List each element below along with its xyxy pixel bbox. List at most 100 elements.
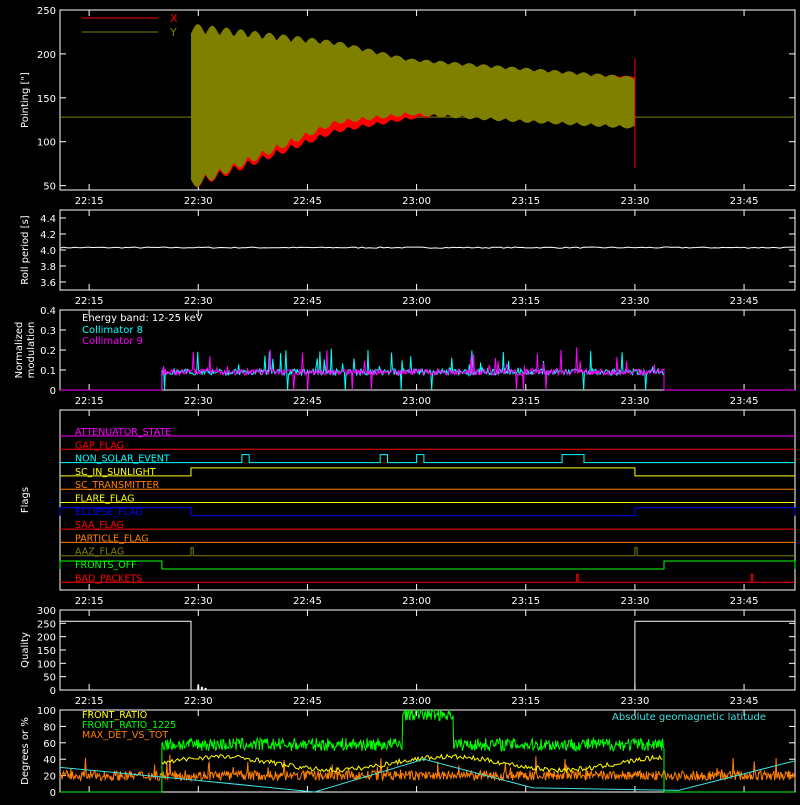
y-tick-label: 0 xyxy=(50,386,56,397)
x-tick-label: 23:15 xyxy=(511,296,540,307)
x-tick-label: 23:00 xyxy=(402,596,431,607)
flag-label-fronts-off: FRONTS_OFF xyxy=(75,560,137,571)
x-tick-label: 22:45 xyxy=(293,696,322,707)
x-tick-label: 22:15 xyxy=(75,196,104,207)
y-tick-label: 0.3 xyxy=(40,326,56,337)
x-tick-label: 23:45 xyxy=(730,696,759,707)
y-tick-label: 0.4 xyxy=(40,306,56,317)
x-tick-label: 23:00 xyxy=(402,696,431,707)
flag-label-gap-flag: GAP_FLAG xyxy=(75,440,124,451)
flag-label-particle-flag: PARTICLE_FLAG xyxy=(75,533,148,544)
plot-layer: 22:15 22:30 22:45 23:00 23:15 23:30 23:45 50 100… xyxy=(14,6,796,799)
x-tick-label: 22:15 xyxy=(75,696,104,707)
x-tick-label: 22:45 xyxy=(293,196,322,207)
y-tick-label: 50 xyxy=(43,182,56,193)
legend-label-max-det-vs-tot: MAX_DET_VS_TOT xyxy=(82,730,168,741)
y-tick-label: 50 xyxy=(43,673,56,684)
legend-label-geomag: Absolute geomagnetic latitude xyxy=(612,712,766,723)
roll-period-line xyxy=(59,246,795,249)
x-tick-label: 23:45 xyxy=(730,296,759,307)
legend-label-x: X xyxy=(170,12,178,25)
x-tick-label: 22:30 xyxy=(184,396,213,407)
y-pointing-band xyxy=(191,24,635,187)
flag-label-non-solar-event: NON_SOLAR_EVENT xyxy=(75,454,170,465)
x-tick-label: 22:30 xyxy=(184,296,213,307)
x-tick-label: 23:00 xyxy=(402,296,431,307)
geomag-latitude-line xyxy=(59,758,796,793)
y-tick-label: 300 xyxy=(37,606,56,617)
y-tick-label: 100 xyxy=(37,659,56,670)
front-ratio-1225-line xyxy=(60,708,795,793)
x-tick-label: 23:15 xyxy=(511,196,540,207)
y-tick-label: 100 xyxy=(37,706,56,717)
flag-label-bad-packets: BAD_PACKETS xyxy=(75,573,142,584)
y-tick-label: 250 xyxy=(37,619,56,630)
x-tick-label: 23:45 xyxy=(730,396,759,407)
quality-line xyxy=(60,620,795,691)
legend-label-collimator9: Collimator 9 xyxy=(82,336,143,347)
y-tick-label: 3.8 xyxy=(40,262,56,273)
max-det-line xyxy=(59,754,796,783)
x-tick-label: 22:30 xyxy=(184,696,213,707)
y-tick-label: 20 xyxy=(43,772,56,783)
y-tick-label: 100 xyxy=(37,138,56,149)
y-axis-label: Degrees or % xyxy=(20,717,31,785)
flag-line-fronts-off xyxy=(59,560,796,570)
x-tick-label: 22:15 xyxy=(75,296,104,307)
modulation-line-collimator9 xyxy=(60,347,795,391)
flag-line-sc-in-sunlight xyxy=(60,467,795,477)
flag-line-aaz-flag xyxy=(60,547,795,557)
x-tick-label: 23:00 xyxy=(402,396,431,407)
flag-line-non-solar-event xyxy=(60,454,795,464)
x-tick-label: 22:15 xyxy=(75,396,104,407)
y-axis-label: Pointing ["] xyxy=(20,72,31,128)
x-tick-label: 23:30 xyxy=(620,596,649,607)
flag-label-eclipse-flag: ECLIPSE_FLAG xyxy=(75,507,143,518)
x-tick-label: 23:15 xyxy=(511,396,540,407)
x-tick-label: 22:30 xyxy=(184,596,213,607)
x-tick-label: 23:15 xyxy=(511,696,540,707)
y-tick-label: 0.2 xyxy=(40,346,56,357)
y-tick-label: 4.0 xyxy=(40,246,56,257)
y-axis-label: Normalized xyxy=(14,322,25,379)
flag-label-attenuator-state: ATTENUATOR_STATE xyxy=(75,427,171,438)
legend-label-y: Y xyxy=(169,26,177,39)
panel-frame-0 xyxy=(59,9,796,191)
legend-label-front-ratio-1225: FRONT_RATIO_1225 xyxy=(82,720,176,731)
y-axis-label: modulation xyxy=(26,322,37,379)
front-ratio-line xyxy=(161,753,663,774)
y-axis-label: Roll period [s] xyxy=(20,215,31,284)
legend-label-front-ratio: FRONT_RATIO xyxy=(82,710,147,721)
flag-line-bad-packets xyxy=(60,573,795,583)
x-tick-label: 23:45 xyxy=(730,196,759,207)
x-tick-label: 23:45 xyxy=(730,596,759,607)
flag-label-aaz-flag: AAZ_FLAG xyxy=(75,547,124,558)
flag-label-flare-flag: FLARE_FLAG xyxy=(75,494,135,505)
y-tick-label: 150 xyxy=(37,646,56,657)
flag-line-eclipse-flag xyxy=(59,507,796,517)
panel-frame-3 xyxy=(59,409,796,591)
y-tick-label: 200 xyxy=(37,50,56,61)
legend-label-collimator8: Collimator 8 xyxy=(82,325,143,336)
y-axis-label: Quality xyxy=(20,632,31,668)
x-tick-label: 23:30 xyxy=(620,196,649,207)
y-axis-label: Flags xyxy=(20,487,31,513)
x-tick-label: 22:45 xyxy=(293,296,322,307)
x-tick-label: 22:45 xyxy=(293,596,322,607)
y-tick-label: 250 xyxy=(37,6,56,17)
y-tick-label: 80 xyxy=(43,722,56,733)
x-tick-label: 23:15 xyxy=(511,596,540,607)
x-tick-label: 22:30 xyxy=(184,196,213,207)
y-tick-label: 3.6 xyxy=(40,278,56,289)
flag-label-sc-transmitter: SC_TRANSMITTER xyxy=(75,480,160,491)
x-tick-label: 23:00 xyxy=(402,196,431,207)
y-tick-label: 200 xyxy=(37,633,56,644)
x-tick-label: 23:30 xyxy=(620,396,649,407)
y-tick-label: 0 xyxy=(50,788,56,799)
y-tick-label: 150 xyxy=(37,94,56,105)
y-tick-label: 60 xyxy=(43,739,56,750)
energy-band-label: Energy band: 12-25 keV xyxy=(82,313,203,324)
